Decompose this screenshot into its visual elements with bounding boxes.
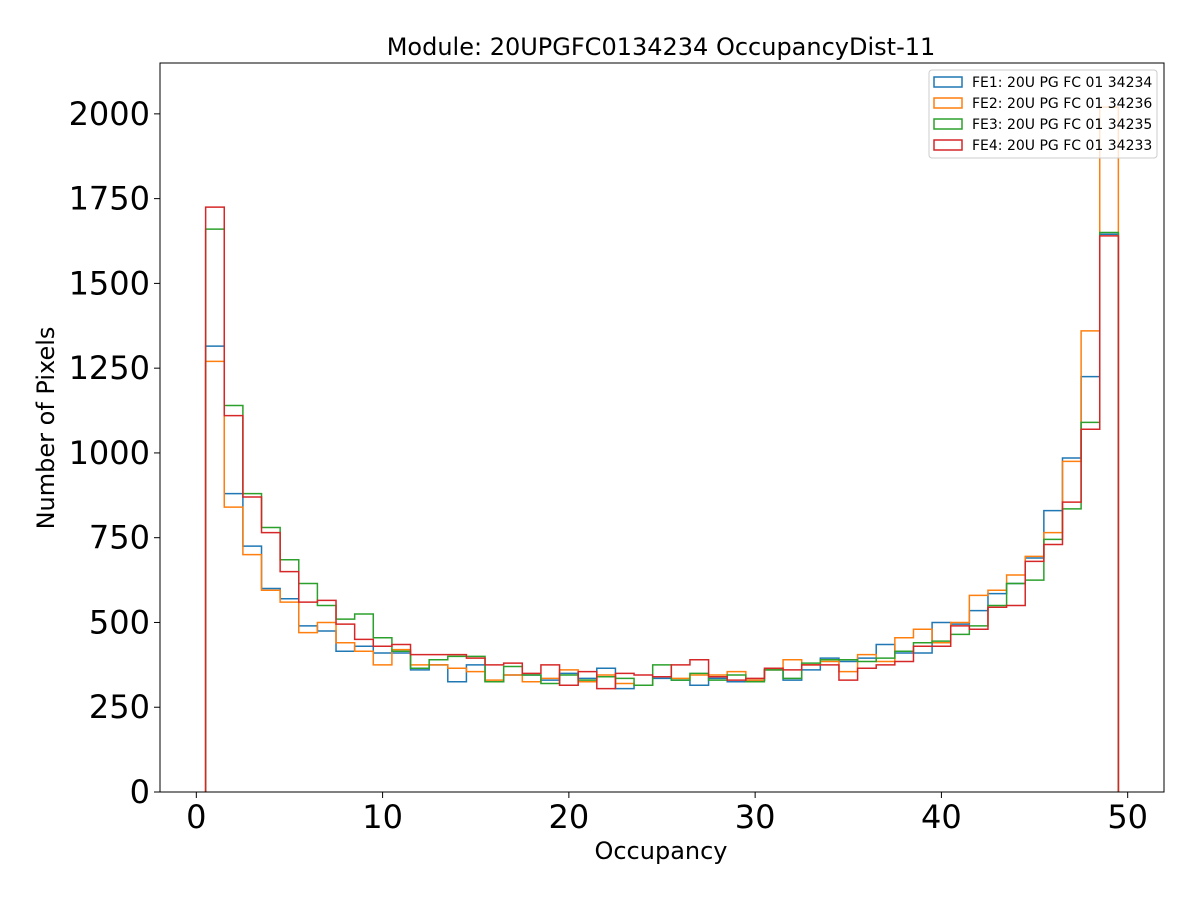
x-tick-label: 0 — [186, 798, 206, 836]
axes-ticks: 0 10 20 30 40 5002505007501000125015001750200… — [69, 95, 1148, 836]
legend-box — [928, 69, 1158, 159]
x-tick-label: 50 — [1107, 798, 1148, 836]
y-tick-label: 750 — [89, 519, 150, 557]
y-tick-label: 500 — [89, 603, 150, 641]
series-fe4-step-line — [204, 206, 1120, 792]
legend: FE1: 20U PG FC 01 34234 FE2: 20U PG FC 01… — [928, 69, 1158, 159]
x-tick-label: 30 — [735, 798, 776, 836]
legend-label-fe3: FE3: 20U PG FC 01 34235 — [972, 117, 1152, 133]
y-axis-label: Number of Pixels — [32, 327, 60, 530]
legend-swatch-fe4 — [933, 139, 963, 151]
legend-swatch-fe3 — [933, 118, 963, 130]
legend-swatch-fe1 — [933, 76, 963, 88]
legend-label-fe4: FE4: 20U PG FC 01 34233 — [972, 138, 1152, 154]
y-tick-label: 1250 — [69, 349, 150, 387]
y-tick-label: 1750 — [69, 180, 150, 218]
y-tick-label: 0 — [130, 773, 150, 811]
x-tick-label: 40 — [921, 798, 962, 836]
y-tick-label: 1000 — [69, 434, 150, 472]
y-tick-label: 1500 — [69, 264, 150, 302]
histogram-series-layer — [204, 106, 1120, 792]
y-tick-label: 2000 — [69, 95, 150, 133]
y-tick-label: 250 — [89, 688, 150, 726]
legend-label-fe1: FE1: 20U PG FC 01 34234 — [972, 75, 1152, 91]
x-tick-label: 20 — [549, 798, 590, 836]
legend-label-fe2: FE2: 20U PG FC 01 34236 — [972, 96, 1152, 112]
legend-swatch-fe2 — [933, 97, 963, 109]
chart-title: Module: 20UPGFC0134234 OccupancyDist-11 — [387, 33, 936, 61]
x-tick-label: 10 — [362, 798, 403, 836]
x-axis-label: Occupancy — [594, 837, 727, 865]
plot-frame — [159, 62, 1165, 793]
